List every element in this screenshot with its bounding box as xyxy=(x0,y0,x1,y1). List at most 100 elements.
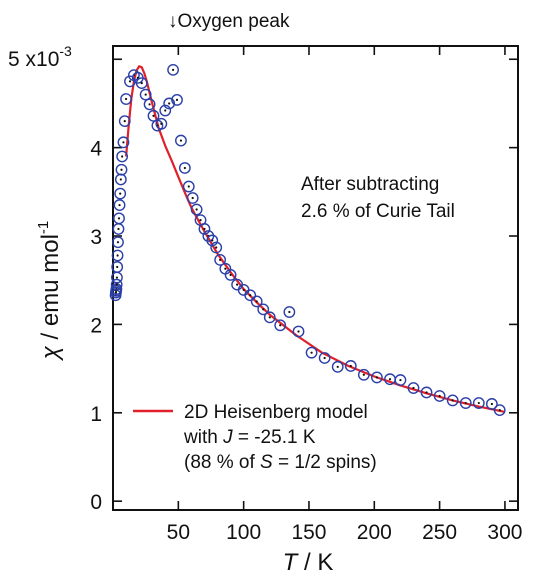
data-point-ring xyxy=(117,136,130,149)
data-point-center xyxy=(215,246,218,249)
y-multiplier: 5 x10-3 xyxy=(8,43,72,71)
data-point-ring xyxy=(111,261,124,273)
data-point-ring xyxy=(305,346,318,359)
data-point xyxy=(147,109,160,122)
ticks-layer: 50 100 150 200 250 300 0 1 2 3 4 xyxy=(90,46,522,544)
data-point-ring xyxy=(171,94,183,106)
x-axis-var: T xyxy=(283,549,300,575)
data-point xyxy=(139,88,152,101)
data-point xyxy=(112,236,124,249)
data-point xyxy=(357,368,370,381)
data-point xyxy=(117,136,130,149)
x-tick-label: 150 xyxy=(291,521,326,544)
x-tick-label: 100 xyxy=(226,521,261,544)
data-point-center xyxy=(288,310,291,314)
data-point-ring xyxy=(163,97,176,110)
x-axis-unit: / K xyxy=(297,549,333,575)
data-point-center xyxy=(140,82,143,85)
data-point-ring xyxy=(159,104,172,117)
data-point-ring xyxy=(155,117,168,130)
data-point-ring xyxy=(190,203,203,216)
data-point xyxy=(263,311,276,324)
data-point xyxy=(120,93,132,105)
data-point xyxy=(155,117,168,130)
data-point xyxy=(111,249,124,262)
data-point-center xyxy=(144,93,147,96)
data-point-center xyxy=(119,192,122,195)
data-point xyxy=(485,398,498,410)
subtraction-note-line-2: 2.6 % of Curie Tail xyxy=(301,201,455,222)
data-point-ring xyxy=(114,187,127,200)
data-point-ring xyxy=(433,390,446,402)
data-point-center xyxy=(116,241,120,244)
x-tick-label: 300 xyxy=(487,521,522,544)
data-point xyxy=(175,134,187,147)
y-tick-label: 4 xyxy=(90,138,102,161)
data-point-center xyxy=(375,376,379,379)
data-point-ring xyxy=(210,241,223,254)
data-point-ring xyxy=(120,93,132,105)
legend-coupling-prefix: with xyxy=(183,427,223,448)
data-point-center xyxy=(219,258,222,261)
data-point xyxy=(214,253,227,266)
data-point xyxy=(159,104,172,117)
data-point xyxy=(472,397,485,409)
data-point-center xyxy=(179,139,183,142)
data-point-center xyxy=(477,401,480,405)
data-point xyxy=(305,346,318,359)
data-point-center xyxy=(211,239,214,242)
data-point-ring xyxy=(143,98,156,111)
data-point xyxy=(111,261,124,273)
x-axis-title: T / K xyxy=(283,549,334,575)
data-point xyxy=(113,212,125,225)
data-point-ring xyxy=(257,303,270,316)
data-point-ring xyxy=(224,269,237,281)
data-point-center xyxy=(164,109,167,112)
data-point xyxy=(493,404,506,417)
data-point xyxy=(163,97,176,110)
data-point-center xyxy=(412,386,415,390)
oxygen-peak-annotation: ↓Oxygen peak xyxy=(168,11,290,32)
data-point-center xyxy=(118,203,121,207)
data-point-center xyxy=(195,208,198,211)
data-point-center xyxy=(152,114,155,117)
data-point xyxy=(186,192,199,204)
points-layer xyxy=(109,63,506,417)
data-point xyxy=(459,397,472,409)
data-point-ring xyxy=(493,404,506,417)
data-point-ring xyxy=(357,368,370,381)
x-tick-label: 200 xyxy=(357,521,392,544)
legend-coupling-var: J xyxy=(222,427,233,448)
data-point xyxy=(394,374,407,386)
data-point-center xyxy=(117,217,121,220)
data-point-ring xyxy=(113,212,125,225)
data-point-ring xyxy=(371,371,383,384)
data-point xyxy=(178,162,191,174)
data-point-ring xyxy=(274,319,287,332)
data-point-ring xyxy=(394,374,407,386)
data-point-ring xyxy=(244,289,257,302)
data-point-center xyxy=(399,378,402,382)
data-point-center xyxy=(124,97,128,101)
data-point-center xyxy=(116,265,119,269)
data-point-center xyxy=(168,102,171,105)
data-point xyxy=(206,234,219,247)
data-point xyxy=(167,63,179,76)
legend-entry-coupling: with J = -25.1 K xyxy=(183,427,316,448)
data-point-ring xyxy=(182,180,195,193)
data-point xyxy=(371,371,383,384)
data-point-center xyxy=(128,80,132,83)
data-point-center xyxy=(119,178,122,181)
y-axis-unit: / emu mol xyxy=(37,234,64,346)
model-line xyxy=(125,65,506,413)
data-point-center xyxy=(148,103,151,106)
data-point xyxy=(250,295,263,308)
data-point xyxy=(115,163,128,176)
data-point-center xyxy=(438,394,441,398)
data-point-center xyxy=(236,283,239,286)
legend-spins-prefix: (88 % of xyxy=(184,452,260,473)
data-point xyxy=(420,386,433,399)
data-point-ring xyxy=(292,325,305,338)
data-point xyxy=(224,269,237,281)
data-point xyxy=(112,223,125,235)
